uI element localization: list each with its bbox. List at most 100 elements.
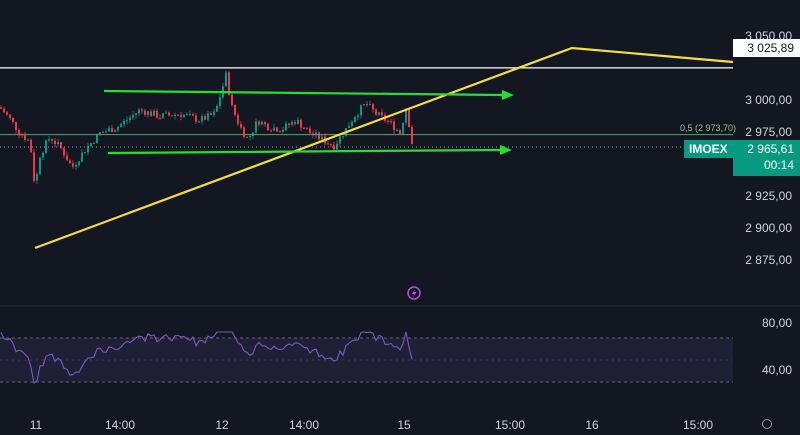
candle-body [30,139,32,153]
candle-body [282,129,284,132]
candle-body [0,107,2,109]
fib-level-label: 0,5 (2 973,70) [680,123,737,133]
candle-body [405,108,407,123]
alert-clock-icon[interactable] [407,286,421,300]
candle-body [189,114,191,116]
time-axis-label: 14:00 [288,418,320,432]
candle-body [18,129,20,135]
rsi-line [0,331,413,384]
candle-body [120,124,122,128]
candle-body [69,160,71,164]
candle-body [183,114,185,117]
candle-body [330,143,332,146]
candlestick-series [0,71,413,184]
symbol-tag: IMOEX [684,140,733,158]
candle-body [276,127,278,132]
candle-body [261,121,263,125]
candle-body [72,163,74,167]
candle-body [399,130,401,135]
candle-body [255,121,257,133]
candle-body [270,130,272,132]
trend-line [34,46,734,250]
time-axis-label: 16 [585,418,599,432]
candle-body [291,121,293,125]
candle-body [93,143,95,145]
candle-body [378,112,380,115]
candle-body [24,135,26,141]
candle-body [192,114,194,116]
candle-body [366,104,368,106]
candle-body [297,119,299,124]
candle-body [288,123,290,125]
candle-body [198,121,200,123]
candle-body [108,128,110,132]
price-axis-label: 2 900,00 [745,221,792,235]
candle-body [36,173,38,181]
candle-body [57,142,59,144]
candle-body [162,113,164,118]
candle-body [48,139,50,141]
candle-body [201,116,203,122]
candle-body [285,123,287,130]
time-axis-label: 14:00 [104,418,136,432]
candle-body [387,120,389,122]
candle-body [333,145,335,150]
candle-body [213,111,215,116]
candle-body [249,136,251,138]
candle-body [117,127,119,131]
candle-body [171,115,173,117]
candle-body [174,114,176,117]
candle-body [78,161,80,165]
candle-body [354,117,356,123]
time-axis-label: 15:00 [494,418,526,432]
candle-body [165,112,167,114]
time-axis-label: 15 [397,418,411,432]
candle-body [132,114,134,118]
candle-body [327,143,329,145]
candle-body [357,115,359,118]
candle-body [135,113,137,115]
rsi-pane [0,305,800,384]
candle-body [33,152,35,181]
candle-body [144,110,146,116]
price-axis-label: 3 000,00 [745,93,792,107]
candle-body [219,97,221,106]
candle-body [375,109,377,115]
candle-body [195,115,197,122]
candle-body [150,111,152,116]
candle-body [87,146,89,153]
candle-body [168,112,170,116]
candle-body [6,112,8,115]
price-axis-label: 2 875,00 [745,253,792,267]
candle-body [315,132,317,136]
candle-body [90,143,92,147]
candle-body [153,110,155,116]
candle-body [396,130,398,132]
arrow-head [500,145,512,155]
last-price: 2 965,61 [747,142,794,156]
candle-body [273,127,275,131]
candle-body [243,127,245,137]
candle-body [84,152,86,154]
candle-body [156,110,158,118]
candle-body [321,136,323,140]
candle-body [210,113,212,116]
candle-body [360,105,362,116]
candle-body [372,104,374,110]
candle-body [231,94,233,105]
candle-body [129,117,131,121]
candle-body [207,113,209,120]
candle-body [81,152,83,162]
candle-body [294,121,296,124]
candle-body [99,132,101,135]
candle-body [228,72,230,95]
candle-body [267,123,269,131]
candle-body [147,111,149,116]
candle-body [234,104,236,115]
candle-body [3,108,5,113]
candle-body [138,109,140,114]
gear-icon[interactable] [762,419,772,429]
time-axis-label: 15:00 [682,418,714,432]
candle-body [300,119,302,128]
